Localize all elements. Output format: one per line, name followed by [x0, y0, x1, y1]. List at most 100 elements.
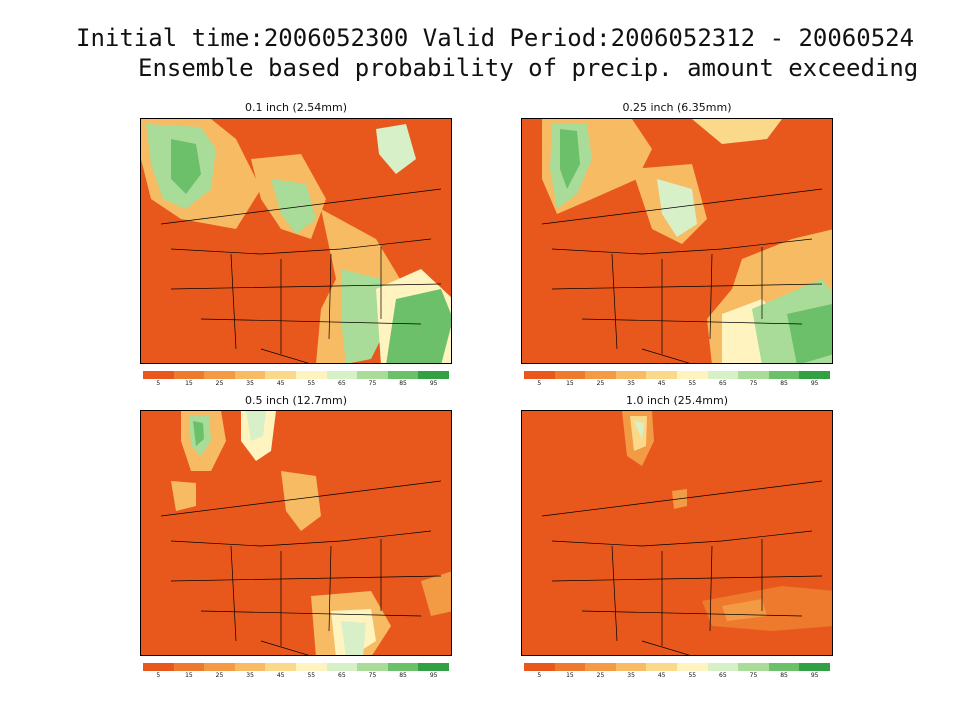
colorbar-swatch [265, 663, 296, 671]
colorbar-tick: 95 [429, 672, 438, 679]
colorbar-tick: 75 [368, 672, 377, 679]
colorbar-swatch [143, 663, 174, 671]
colorbar-swatch [524, 663, 555, 671]
colorbar-swatch [707, 371, 739, 379]
colorbar-swatch [768, 663, 800, 671]
colorbar-tick: 35 [246, 380, 254, 387]
colorbar-swatch [326, 663, 358, 671]
colorbar-tick: 25 [596, 672, 605, 679]
colorbar-swatch [585, 371, 616, 379]
colorbar-tick: 85 [780, 380, 788, 387]
panel-title-4: 1.0 inch (25.4mm) [625, 394, 729, 407]
colorbar-3 [143, 663, 449, 671]
colorbar-swatch [676, 663, 708, 671]
colorbar-swatch [799, 371, 830, 379]
colorbar-tick: 95 [810, 672, 819, 679]
colorbar-swatch [387, 371, 419, 379]
colorbar-swatch [357, 663, 388, 671]
panel-title-3: 0.5 inch (12.7mm) [244, 394, 348, 407]
colorbar-tick: 35 [627, 672, 635, 679]
colorbar-swatch [265, 371, 296, 379]
colorbar-swatch [585, 663, 616, 671]
map-panel-1 [140, 118, 452, 364]
colorbar-tick: 35 [627, 380, 635, 387]
colorbar-tick: 45 [657, 672, 666, 679]
colorbar-tick: 25 [215, 380, 224, 387]
colorbar-swatch [173, 371, 205, 379]
main-title-line-1: Initial time:2006052300 Valid Period:200… [76, 24, 915, 52]
colorbar-tick: 5 [537, 380, 542, 387]
colorbar-swatch [418, 663, 449, 671]
colorbar-swatch [646, 663, 677, 671]
colorbar-1 [143, 371, 449, 379]
map-panel-2 [521, 118, 833, 364]
colorbar-tick: 65 [338, 672, 346, 679]
colorbar-4 [524, 663, 830, 671]
colorbar-tick: 15 [185, 380, 193, 387]
colorbar-tick: 45 [657, 380, 666, 387]
colorbar-swatch [387, 663, 419, 671]
map-canvas-2 [541, 119, 832, 363]
colorbar-tick: 55 [307, 380, 316, 387]
colorbar-tick: 25 [215, 672, 224, 679]
colorbar-swatch [707, 663, 739, 671]
colorbar-swatch [204, 663, 235, 671]
colorbar-tick: 5 [537, 672, 542, 679]
colorbar-swatch [173, 663, 205, 671]
colorbar-tick: 55 [307, 672, 316, 679]
colorbar-tick: 85 [399, 380, 407, 387]
colorbar-tick: 15 [185, 672, 193, 679]
colorbar-tick: 55 [688, 672, 697, 679]
colorbar-swatch [295, 371, 327, 379]
colorbar-swatch [554, 663, 586, 671]
colorbar-swatch [768, 371, 800, 379]
colorbar-swatch [204, 371, 235, 379]
colorbar-swatch [738, 663, 769, 671]
colorbar-tick: 15 [566, 380, 574, 387]
panel-title-2: 0.25 inch (6.35mm) [622, 101, 732, 114]
colorbar-tick: 75 [749, 380, 758, 387]
colorbar-tick: 15 [566, 672, 574, 679]
colorbar-swatch [295, 663, 327, 671]
colorbar-tick: 45 [276, 380, 285, 387]
colorbar-swatch [418, 371, 449, 379]
colorbar-tick: 35 [246, 672, 254, 679]
colorbar-swatch [615, 371, 647, 379]
colorbar-swatch [143, 371, 174, 379]
colorbar-tick: 95 [429, 380, 438, 387]
colorbar-tick: 75 [749, 672, 758, 679]
colorbar-swatch [615, 663, 647, 671]
colorbar-swatch [357, 371, 388, 379]
colorbar-tick: 65 [719, 380, 727, 387]
colorbar-ticks-4: 5 15 25 35 45 55 65 75 85 95 [524, 672, 830, 682]
main-title-line-2: Ensemble based probability of precip. am… [138, 54, 919, 82]
colorbar-swatch [234, 663, 266, 671]
colorbar-tick: 5 [156, 380, 161, 387]
map-canvas-1 [141, 119, 451, 363]
map-canvas-4 [541, 411, 832, 655]
colorbar-swatch [799, 663, 830, 671]
colorbar-tick: 85 [780, 672, 788, 679]
colorbar-ticks-1: 5 15 25 35 45 55 65 75 85 95 [143, 380, 449, 390]
colorbar-tick: 65 [338, 380, 346, 387]
map-canvas-3 [160, 411, 451, 655]
colorbar-tick: 55 [688, 380, 697, 387]
colorbar-2 [524, 371, 830, 379]
colorbar-tick: 25 [596, 380, 605, 387]
colorbar-tick: 95 [810, 380, 819, 387]
colorbar-ticks-3: 5 15 25 35 45 55 65 75 85 95 [143, 672, 449, 682]
colorbar-tick: 45 [276, 672, 285, 679]
colorbar-swatch [326, 371, 358, 379]
colorbar-tick: 85 [399, 672, 407, 679]
colorbar-swatch [524, 371, 555, 379]
colorbar-tick: 65 [719, 672, 727, 679]
colorbar-swatch [646, 371, 677, 379]
colorbar-swatch [234, 371, 266, 379]
colorbar-swatch [676, 371, 708, 379]
colorbar-tick: 5 [156, 672, 161, 679]
map-panel-3 [140, 410, 452, 656]
map-panel-4 [521, 410, 833, 656]
colorbar-tick: 75 [368, 380, 377, 387]
colorbar-swatch [554, 371, 586, 379]
panel-title-1: 0.1 inch (2.54mm) [244, 101, 348, 114]
